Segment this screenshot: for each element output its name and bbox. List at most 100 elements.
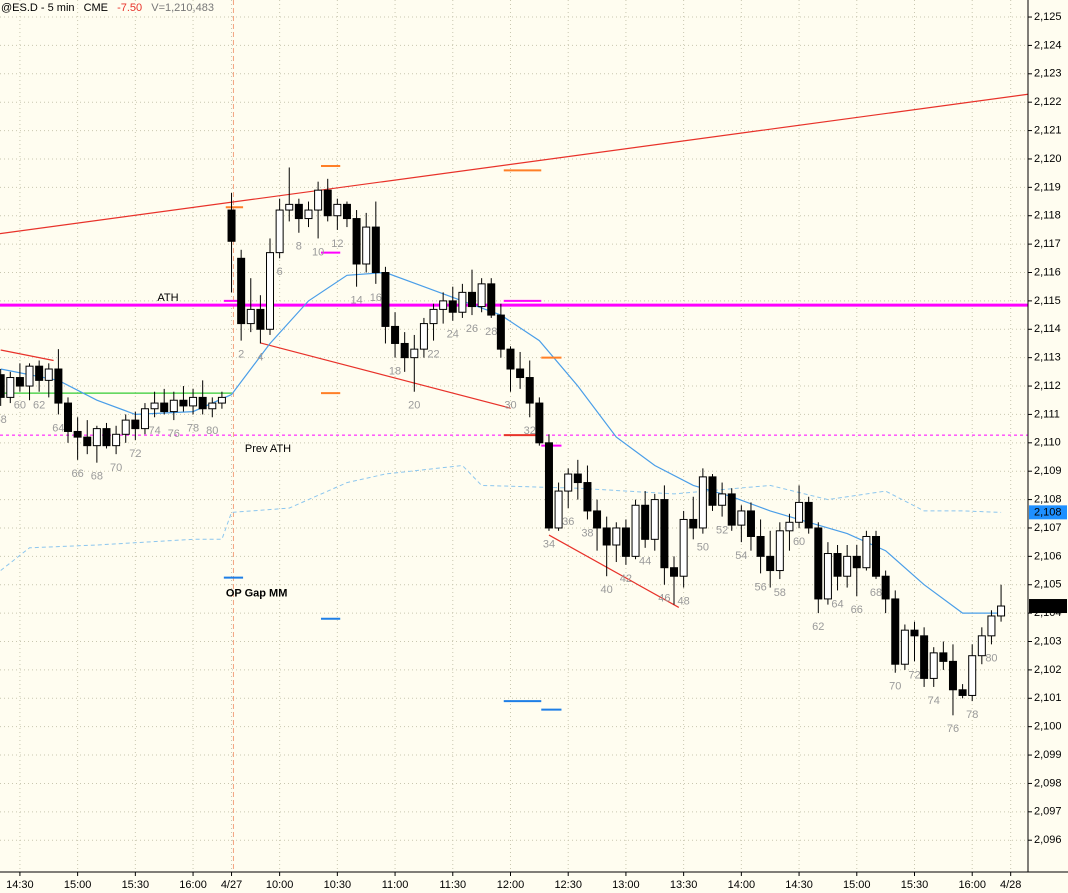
bar-number: 6 xyxy=(277,266,283,278)
bar-number: 68 xyxy=(91,471,103,483)
y-tick-label: 2,118 xyxy=(1034,210,1061,222)
bar-number: 52 xyxy=(716,525,728,537)
candle-body xyxy=(217,396,226,404)
candle-body xyxy=(448,300,457,313)
candle-body xyxy=(35,365,44,381)
bar-number: 46 xyxy=(658,593,670,605)
candle-body xyxy=(708,476,717,506)
bar-number: 32 xyxy=(524,425,536,437)
bar-number: 16 xyxy=(370,292,382,304)
y-tick-label: 2,106 xyxy=(1034,550,1062,562)
candle-body xyxy=(833,553,842,577)
bar-number: 66 xyxy=(72,468,84,480)
y-tick-label: 2,099 xyxy=(1034,749,1062,761)
bar-number: 12 xyxy=(331,238,343,250)
candle-body xyxy=(660,499,669,569)
candle-body xyxy=(169,399,178,413)
y-tick-label: 2,112 xyxy=(1034,380,1061,392)
y-tick-label: 2,120 xyxy=(1034,153,1062,165)
bar-number: 74 xyxy=(148,425,160,437)
candle-body xyxy=(698,476,707,529)
y-tick-label: 2,103 xyxy=(1034,635,1062,647)
x-tick-label: 12:30 xyxy=(554,879,582,891)
bar-number: 44 xyxy=(639,556,651,568)
candle-body xyxy=(920,635,929,679)
candle-body xyxy=(342,203,351,220)
candle-body xyxy=(0,374,5,398)
y-tick-label: 2,101 xyxy=(1034,692,1062,704)
candle-body xyxy=(352,218,361,265)
candle-body xyxy=(535,402,544,444)
bar-number: 56 xyxy=(754,581,766,593)
trend-line xyxy=(0,349,54,362)
candle-body xyxy=(333,203,342,217)
bar-number: 74 xyxy=(928,695,940,707)
bar-number: 70 xyxy=(889,681,901,693)
candle-body xyxy=(948,660,957,691)
trend-line xyxy=(260,342,511,409)
candle-body xyxy=(612,527,621,546)
x-tick-label: 10:00 xyxy=(266,879,294,891)
bar-number: 68 xyxy=(870,587,882,599)
candle-body xyxy=(727,493,736,526)
candle-body xyxy=(362,226,371,265)
volume: V=1,210,483 xyxy=(151,2,214,14)
candle-body xyxy=(439,300,448,310)
grid xyxy=(0,0,1028,872)
trend-line xyxy=(548,534,680,608)
candle-body xyxy=(564,473,573,492)
y-tick-label: 2,111 xyxy=(1034,408,1060,420)
y-tick-label: 2,116 xyxy=(1034,266,1061,278)
candle-body xyxy=(785,521,794,532)
candle-body xyxy=(631,504,640,557)
candle-body xyxy=(102,428,111,447)
x-tick-label: 15:00 xyxy=(843,879,871,891)
candle-body xyxy=(391,325,400,344)
candle-body xyxy=(294,203,303,220)
candle-body xyxy=(227,209,236,242)
candle-body xyxy=(112,433,121,447)
candle-body xyxy=(602,527,611,546)
candle-body xyxy=(496,314,505,350)
price-tag xyxy=(1029,505,1067,520)
price-tag xyxy=(1029,599,1067,614)
x-tick-label: 4/28 xyxy=(1000,879,1021,891)
candle-body xyxy=(583,482,592,512)
x-tick-label: 14:30 xyxy=(785,879,813,891)
candle-body xyxy=(25,365,34,387)
bar-number: 58 xyxy=(774,587,786,599)
candle-body xyxy=(593,510,602,529)
candle-body xyxy=(54,368,63,404)
candle-body xyxy=(121,419,130,435)
candle-body xyxy=(477,283,486,308)
x-tick-label: 13:30 xyxy=(670,879,698,891)
candle-body xyxy=(189,396,198,407)
x-tick-label: 15:30 xyxy=(122,879,150,891)
bar-number: 18 xyxy=(389,366,401,378)
candle-body xyxy=(987,615,996,637)
y-tick-label: 2,097 xyxy=(1034,806,1062,818)
candle-body xyxy=(15,377,24,387)
candle-body xyxy=(256,308,265,330)
bar-number: 72 xyxy=(129,448,141,460)
candle-body xyxy=(872,535,881,577)
candle-body xyxy=(160,402,169,413)
x-tick-label: 12:00 xyxy=(497,879,525,891)
bar-number: 20 xyxy=(408,400,420,412)
candle-body xyxy=(400,342,409,359)
candle-body xyxy=(487,283,496,316)
candle-body xyxy=(198,396,207,410)
y-tick-label: 2,096 xyxy=(1034,834,1062,846)
candle-body xyxy=(92,428,101,447)
bar-number: 76 xyxy=(168,428,180,440)
x-tick-label: 15:30 xyxy=(901,879,929,891)
x-tick-label: 13:00 xyxy=(612,879,640,891)
bar-number: 70 xyxy=(110,462,122,474)
candle-body xyxy=(544,442,553,529)
candle-body xyxy=(756,535,765,557)
candle-body xyxy=(419,323,428,350)
y-tick-label: 2,114 xyxy=(1034,323,1061,335)
